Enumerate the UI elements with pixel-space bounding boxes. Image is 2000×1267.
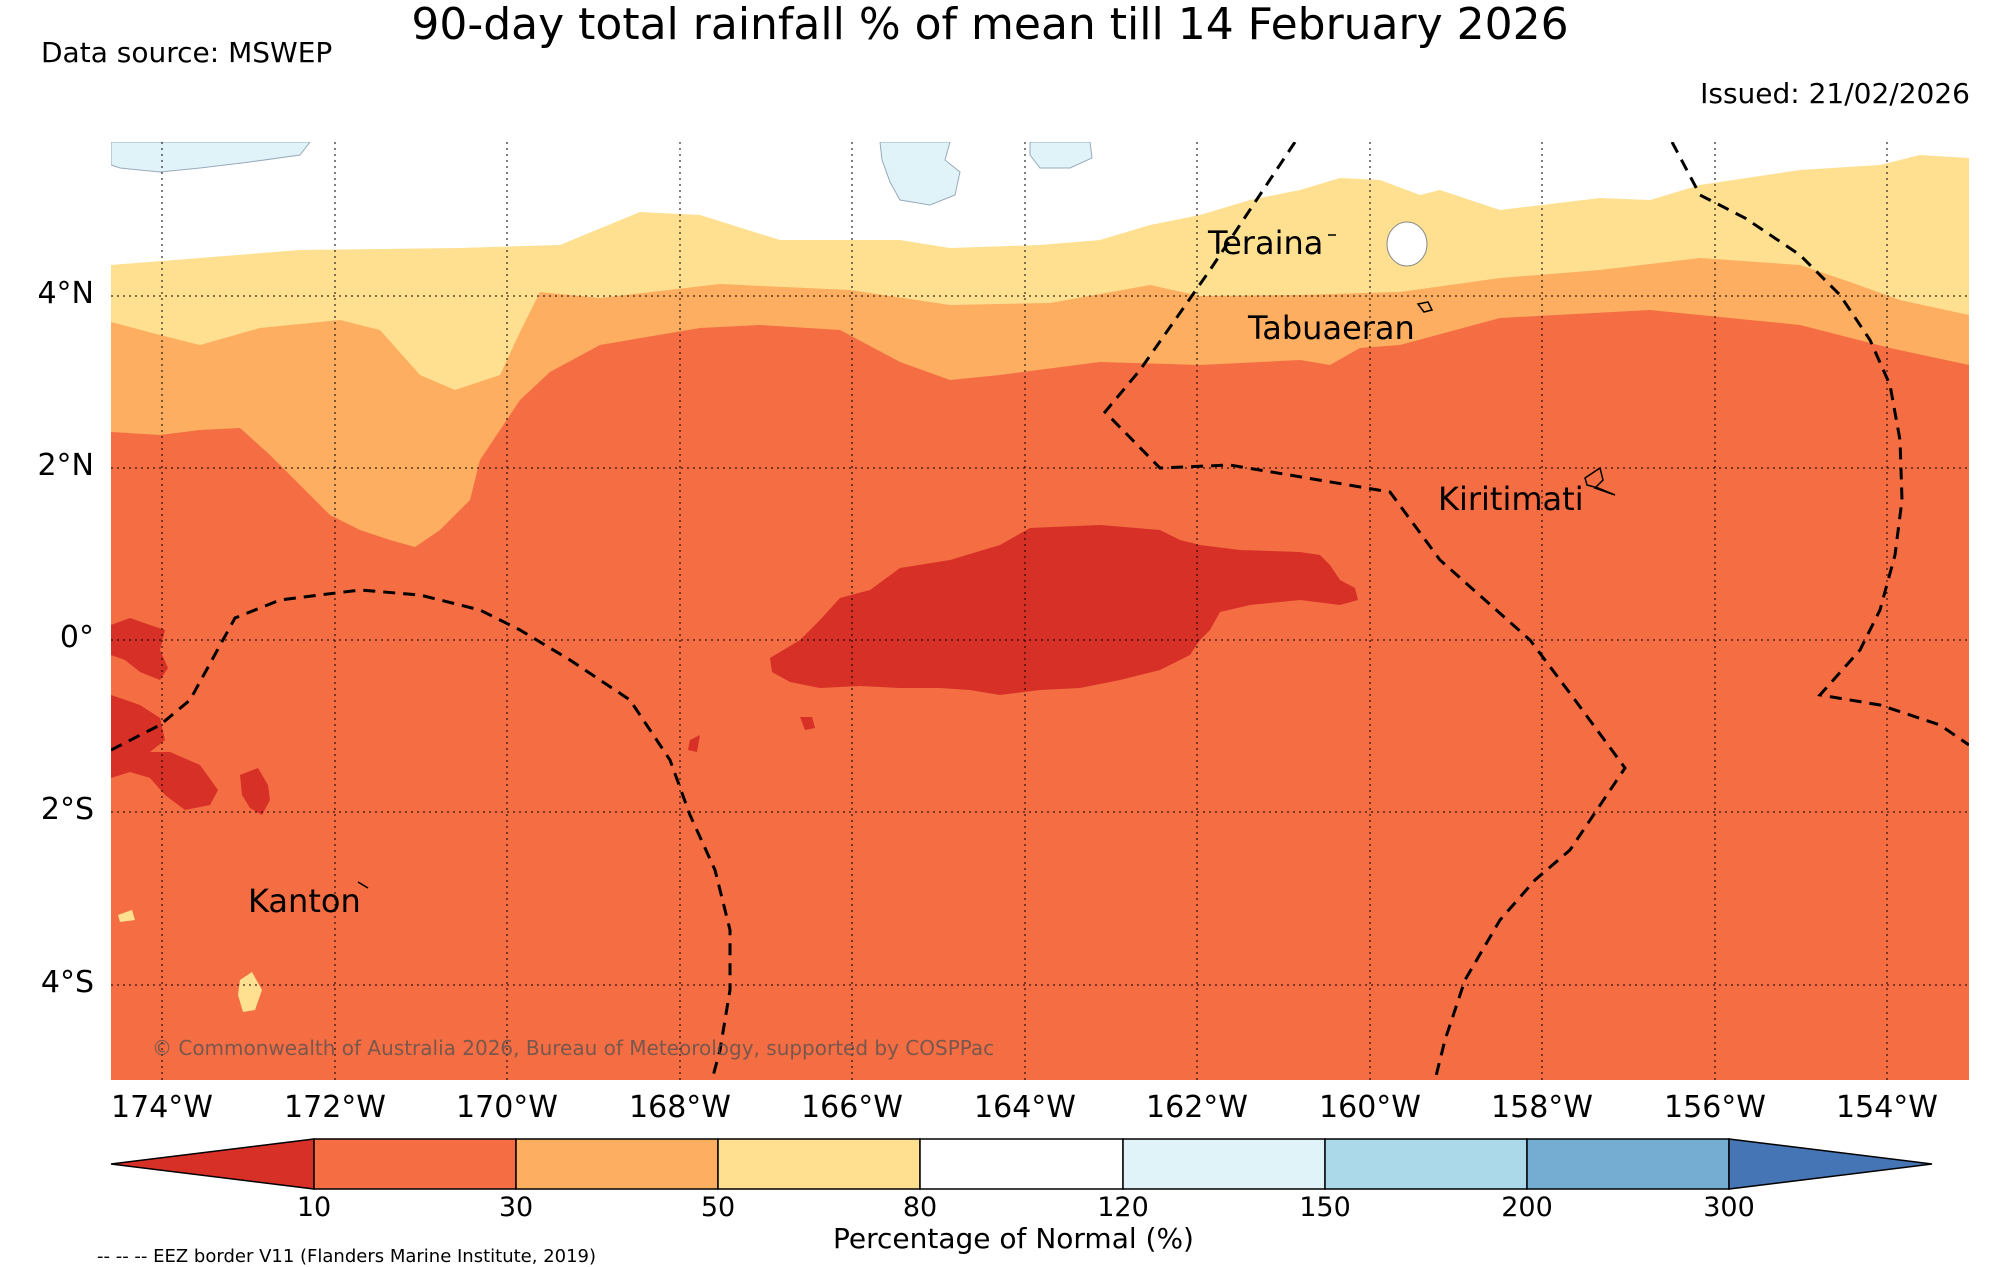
eez-legend-note: -- -- -- EEZ border V11 (Flanders Marine… <box>97 1246 597 1267</box>
eez-borders <box>111 142 1969 1080</box>
data-source: Data source: MSWEP <box>41 36 333 69</box>
graticule <box>111 142 1969 1080</box>
colorbar-bin-150-200 <box>1324 1138 1528 1190</box>
lat-label-4S: 4°S <box>40 965 94 1000</box>
map-layers <box>111 142 1969 1080</box>
colorbar-tick-120: 120 <box>1097 1192 1149 1223</box>
copyright-notice: © Commonwealth of Australia 2026, Bureau… <box>152 1036 995 1060</box>
lon-label-154W: 154°W <box>1836 1090 1938 1125</box>
colorbar-bin-200-300 <box>1526 1138 1730 1190</box>
colorbar-tick-30: 30 <box>498 1192 534 1223</box>
lat-label-0: 0° <box>59 620 94 655</box>
bin-below-10-region <box>770 525 1358 695</box>
colorbar-bin-50-80 <box>717 1138 921 1190</box>
place-label-kanton: Kanton <box>248 882 361 920</box>
lon-label-168W: 168°W <box>629 1090 731 1125</box>
colorbar-title: Percentage of Normal (%) <box>833 1222 1194 1255</box>
lat-label-4N: 4°N <box>37 276 94 311</box>
map-title: 90-day total rainfall % of mean till 14 … <box>411 0 1569 50</box>
colorbar <box>110 1138 1933 1190</box>
lon-label-174W: 174°W <box>111 1090 213 1125</box>
place-label-teraina: Teraina <box>1208 224 1324 262</box>
tabuaeran-outline <box>1416 301 1434 313</box>
lat-label-2N: 2°N <box>37 448 94 483</box>
colorbar-extend-low <box>110 1138 315 1190</box>
lon-label-172W: 172°W <box>284 1090 386 1125</box>
lat-label-2S: 2°S <box>40 792 94 827</box>
island-outlines <box>357 234 1616 889</box>
colorbar-bin-10-30 <box>313 1138 517 1190</box>
lon-label-158W: 158°W <box>1491 1090 1593 1125</box>
colorbar-tick-150: 150 <box>1299 1192 1351 1223</box>
eez-border-line-2 <box>1670 142 1969 747</box>
colorbar-tick-50: 50 <box>700 1192 736 1223</box>
colorbar-tick-10: 10 <box>296 1192 332 1223</box>
colorbar-tick-80: 80 <box>902 1192 938 1223</box>
kanton-outline <box>357 881 369 889</box>
bin-120-150-region <box>111 142 311 173</box>
colorbar-bin-30-50 <box>515 1138 719 1190</box>
kiritimati-outline <box>1584 466 1616 496</box>
eez-border-line-1 <box>1102 142 1627 1080</box>
colorbar-tick-200: 200 <box>1501 1192 1553 1223</box>
lon-label-164W: 164°W <box>974 1090 1076 1125</box>
colorbar-extend-high <box>1728 1138 1933 1190</box>
lon-label-170W: 170°W <box>456 1090 558 1125</box>
bin-80-120-region <box>111 142 1969 265</box>
place-label-kiritimati: Kiritimati <box>1438 480 1584 518</box>
colorbar-bin-80-120 <box>919 1138 1124 1190</box>
lon-label-156W: 156°W <box>1664 1090 1766 1125</box>
lon-label-166W: 166°W <box>801 1090 903 1125</box>
colorbar-tick-300: 300 <box>1703 1192 1755 1223</box>
lon-label-160W: 160°W <box>1319 1090 1421 1125</box>
colorbar-bin-120-150 <box>1122 1138 1326 1190</box>
issued-date: Issued: 21/02/2026 <box>1700 77 1970 110</box>
place-label-tabuaeran: Tabuaeran <box>1248 309 1415 347</box>
lon-label-162W: 162°W <box>1146 1090 1248 1125</box>
